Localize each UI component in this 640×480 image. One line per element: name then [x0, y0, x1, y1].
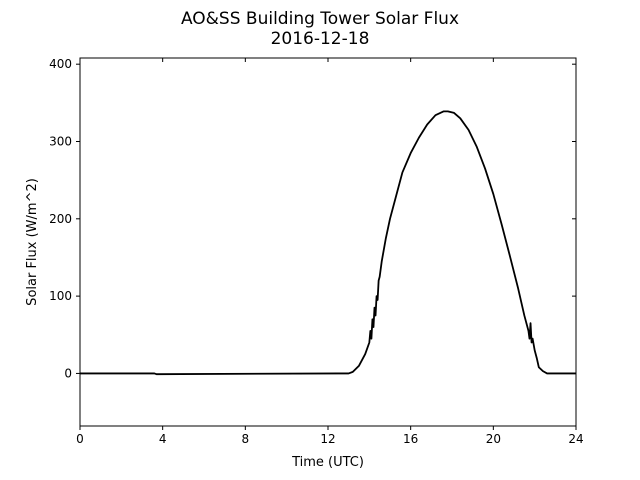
solar-flux-series-line: [80, 110, 576, 376]
y-tick-label: 400: [49, 57, 72, 71]
line-layer: [80, 110, 576, 376]
x-tick-label: 16: [403, 432, 418, 446]
y-axis-label: Solar Flux (W/m^2): [25, 178, 40, 306]
chart-title: AO&SS Building Tower Solar Flux: [181, 9, 459, 29]
x-tick-label: 4: [159, 432, 167, 446]
chart-subtitle: 2016-12-18: [271, 29, 370, 49]
x-tick-label: 8: [242, 432, 250, 446]
x-tick-label: 20: [486, 432, 501, 446]
x-tick-label: 24: [568, 432, 583, 446]
y-tick-label: 0: [64, 366, 72, 380]
x-tick-label: 0: [76, 432, 84, 446]
x-axis-label: Time (UTC): [291, 455, 364, 470]
plot-area-frame: [79, 57, 577, 427]
y-tick-label: 200: [49, 212, 72, 226]
x-tick-label: 12: [320, 432, 335, 446]
y-tick-label: 300: [49, 134, 72, 148]
y-tick-label: 100: [49, 289, 72, 303]
